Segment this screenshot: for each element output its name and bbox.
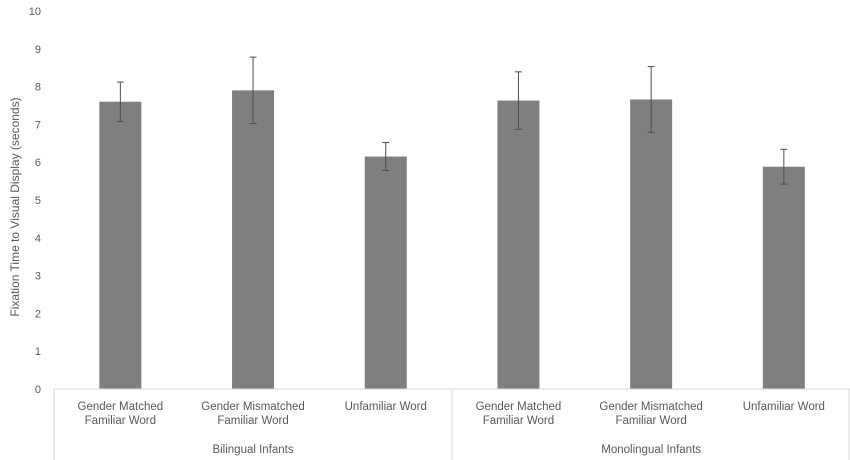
y-tick-label: 10 bbox=[29, 6, 41, 18]
y-tick-label: 5 bbox=[35, 195, 41, 207]
y-tick-label: 7 bbox=[35, 119, 41, 131]
x-category-label: Gender Mismatched Familiar Word bbox=[201, 401, 305, 427]
x-category-label: Gender Matched Familiar Word bbox=[78, 401, 164, 427]
bar bbox=[364, 156, 407, 389]
y-tick-label: 8 bbox=[35, 82, 41, 94]
x-axis-category-labels: Gender Matched Familiar Word Gender Mismat… bbox=[78, 401, 825, 427]
bar bbox=[232, 90, 275, 389]
error-bar bbox=[514, 71, 522, 130]
x-category-label: Unfamiliar Word bbox=[345, 401, 427, 413]
x-axis-group-labels: Bilingual Infants Monolingual Infants bbox=[212, 444, 701, 456]
y-axis-title: Fixation Time to Visual Display (seconds… bbox=[8, 97, 22, 316]
x-group-label: Bilingual Infants bbox=[212, 444, 293, 456]
bar bbox=[630, 99, 673, 390]
error-bar bbox=[382, 142, 390, 172]
y-tick-label: 9 bbox=[35, 44, 41, 56]
y-tick-label: 4 bbox=[35, 233, 41, 245]
y-tick-label: 1 bbox=[35, 346, 41, 358]
y-tick-label: 3 bbox=[35, 271, 41, 283]
y-tick-label: 6 bbox=[35, 157, 41, 169]
x-axis bbox=[53, 388, 850, 460]
error-bar bbox=[780, 148, 788, 185]
x-category-label: Unfamiliar Word bbox=[743, 401, 825, 413]
error-bar bbox=[116, 81, 124, 122]
y-axis-tick-labels: 0 1 2 3 4 5 6 7 8 9 10 bbox=[29, 6, 41, 396]
bar bbox=[99, 101, 142, 389]
y-tick-label: 0 bbox=[35, 384, 41, 396]
bar-series bbox=[99, 90, 805, 390]
bar bbox=[497, 100, 540, 389]
y-tick-label: 2 bbox=[35, 308, 41, 320]
error-bar bbox=[249, 56, 257, 125]
x-group-label: Monolingual Infants bbox=[601, 444, 701, 456]
x-category-label: Gender Matched Familiar Word bbox=[476, 401, 562, 427]
error-bars bbox=[116, 56, 788, 185]
bar bbox=[762, 166, 805, 389]
x-category-label: Gender Mismatched Familiar Word bbox=[599, 401, 703, 427]
error-bar bbox=[647, 66, 655, 133]
